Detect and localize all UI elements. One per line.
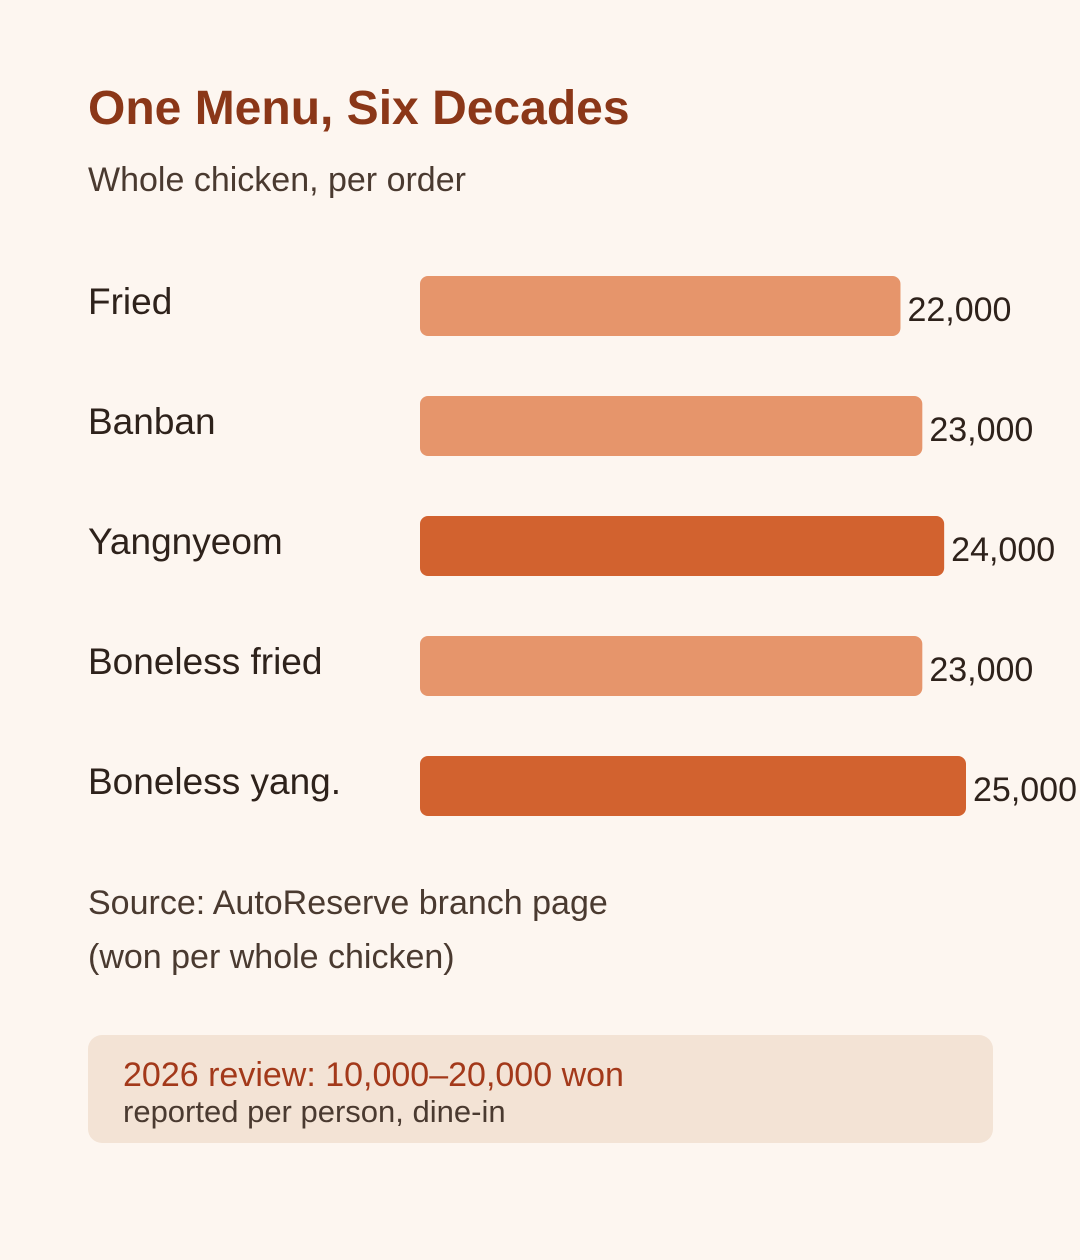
category-label-yangnyeom: Yangnyeom [88,521,283,562]
value-label-banban: 23,000 [929,411,1033,449]
value-label-yangnyeom: 24,000 [951,531,1055,569]
review-callout: 2026 review: 10,000–20,000 won reported … [88,1035,993,1143]
source-unit-line: (won per whole chicken) [88,938,455,976]
value-label-boneless-yang: 25,000 [973,771,1077,809]
value-label-boneless-fried: 23,000 [929,651,1033,689]
bar-fried [420,276,901,336]
chart-title: One Menu, Six Decades [88,82,630,135]
value-label-fried: 22,000 [907,291,1011,329]
category-label-boneless-fried: Boneless fried [88,641,322,682]
category-label-banban: Banban [88,401,216,442]
category-label-boneless-yang: Boneless yang. [88,761,341,802]
bar-yangnyeom [420,516,945,576]
chart-subtitle: Whole chicken, per order [88,161,466,199]
bar-boneless-fried [420,636,923,696]
bar-boneless-yang [420,756,966,816]
category-label-fried: Fried [88,281,172,322]
review-callout-headline: 2026 review: 10,000–20,000 won [123,1056,624,1094]
source-note: Source: AutoReserve branch page (won per… [88,876,608,984]
bar-banban [420,396,923,456]
review-callout-detail: reported per person, dine-in [123,1094,506,1129]
source-line: Source: AutoReserve branch page [88,884,608,922]
